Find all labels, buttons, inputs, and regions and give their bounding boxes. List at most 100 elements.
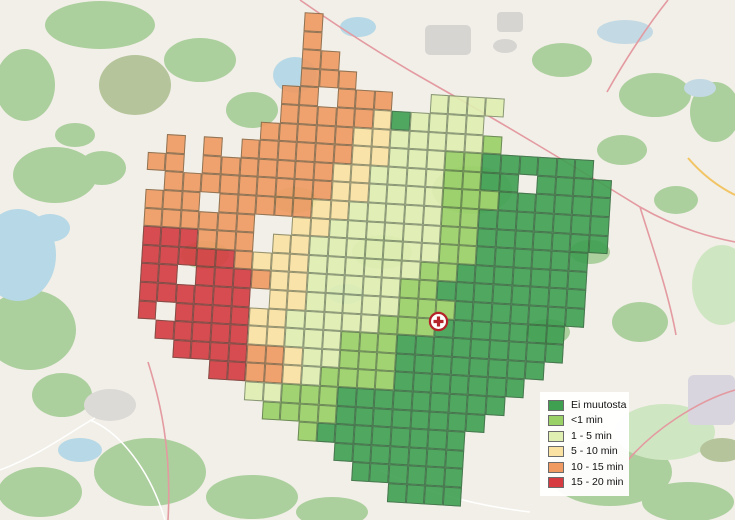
grid-cell: [319, 69, 339, 89]
grid-cell: [509, 304, 530, 325]
grid-cell: [497, 191, 518, 212]
grid-cell: [303, 12, 324, 32]
grid-cell: [292, 197, 313, 218]
grid-cell: [427, 131, 447, 152]
legend-item: 10 - 15 min: [548, 460, 624, 474]
grid-cell: [316, 422, 336, 443]
grid-cell: [456, 263, 476, 284]
grid-cell: [532, 231, 553, 251]
grid-cell: [401, 241, 422, 262]
grid-cell: [333, 442, 354, 463]
grid-cell: [340, 331, 361, 351]
grid-cell: [531, 249, 552, 270]
grid-cell: [369, 165, 389, 185]
grid-cell: [430, 374, 451, 394]
grid-cell: [231, 287, 251, 307]
grid-cell: [256, 177, 277, 197]
grid-cell: [286, 290, 307, 311]
grid-cell: [372, 109, 393, 130]
grid-cell: [485, 396, 506, 416]
grid-cell: [428, 411, 449, 431]
grid-cell: [302, 30, 323, 51]
grid-cell: [549, 269, 569, 290]
grid-cell: [481, 153, 502, 174]
grid-cell: [213, 267, 234, 288]
grid-cell: [432, 355, 452, 376]
grid-cell: [424, 168, 445, 189]
grid-cell: [566, 289, 587, 309]
grid-cell: [389, 129, 410, 149]
grid-cell: [302, 347, 322, 368]
grid-cell: [271, 233, 292, 254]
grid-cell: [203, 136, 223, 157]
grid-cell: [370, 444, 391, 465]
grid-cell: [491, 303, 511, 323]
grid-cell: [269, 270, 290, 291]
grid-cell: [349, 182, 370, 203]
grid-cell: [408, 428, 429, 449]
red-cross-marker[interactable]: [428, 311, 449, 332]
grid-cell: [208, 360, 228, 381]
grid-cell: [369, 463, 390, 484]
grid-cell: [490, 321, 510, 342]
grid-cell: [446, 114, 467, 134]
grid-cell: [499, 173, 519, 193]
grid-cell: [238, 175, 258, 196]
grid-cell: [355, 89, 375, 110]
grid-cell: [161, 208, 182, 229]
grid-cell: [455, 282, 475, 303]
legend: Ei muutosta <1 min 1 - 5 min 5 - 10 min 10 -…: [540, 392, 629, 496]
grid-cell: [338, 368, 358, 389]
grid-cell: [590, 197, 611, 218]
grid-cell: [486, 377, 507, 398]
grid-cell: [175, 283, 196, 304]
legend-item: 15 - 20 min: [548, 476, 624, 489]
legend-swatch: [548, 400, 564, 411]
grid-cell: [449, 375, 470, 395]
grid-cell: [235, 213, 256, 233]
grid-cell: [410, 410, 430, 430]
grid-cell: [444, 449, 465, 470]
grid-cell: [443, 169, 464, 190]
legend-item: 5 - 10 min: [548, 445, 621, 458]
grid-cell: [429, 392, 450, 413]
grid-cell: [573, 177, 594, 198]
grid-cell: [468, 376, 488, 396]
grid-cell: [555, 158, 576, 178]
grid-cell: [567, 270, 588, 291]
grid-cell: [196, 247, 217, 268]
grid-cell: [457, 245, 478, 265]
cross-icon: [433, 316, 444, 327]
grid-cell: [310, 217, 330, 238]
grid-cell: [277, 141, 298, 161]
grid-cell: [245, 362, 265, 383]
legend-label: 10 - 15 min: [571, 460, 624, 473]
grid-cell: [515, 211, 536, 232]
grid-cell: [436, 281, 457, 301]
grid-cell: [392, 390, 413, 411]
grid-cell: [172, 339, 192, 360]
grid-cell: [407, 447, 428, 467]
grid-cell: [466, 96, 487, 117]
grid-cell: [545, 325, 566, 345]
grid-cell: [266, 326, 286, 347]
grid-cell: [248, 306, 269, 327]
grid-cell: [447, 412, 467, 432]
grid-cell: [384, 222, 404, 242]
grid-cell: [270, 252, 291, 273]
grid-cell: [216, 230, 236, 251]
grid-cell: [551, 232, 572, 253]
grid-cell: [154, 319, 175, 340]
grid-cell: [306, 273, 327, 293]
legend-item: <1 min: [548, 414, 621, 427]
grid-cell: [319, 367, 340, 387]
grid-cell: [421, 224, 442, 245]
grid-cell: [396, 334, 416, 355]
grid-cell: [315, 124, 336, 145]
grid-cell: [473, 283, 494, 304]
grid-cell: [380, 277, 401, 298]
grid-cell: [317, 404, 337, 425]
grid-cell: [312, 180, 332, 201]
grid-cell: [554, 176, 575, 197]
